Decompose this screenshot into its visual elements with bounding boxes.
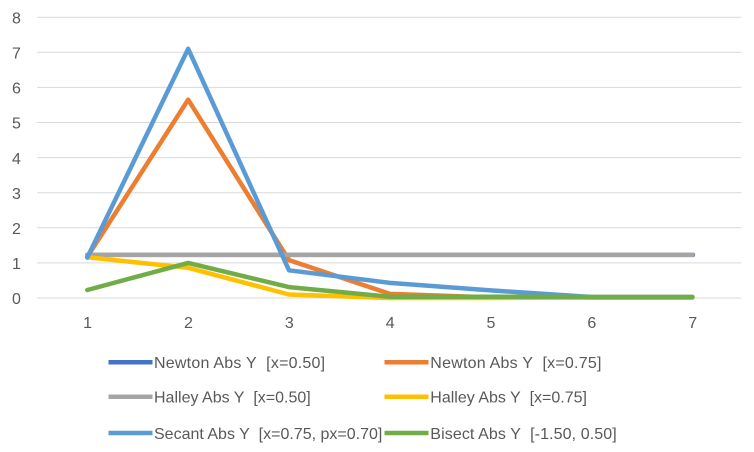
svg-text:Halley Abs Y [x=0.75]: Halley Abs Y [x=0.75] <box>430 390 587 407</box>
svg-text:2: 2 <box>184 315 193 332</box>
svg-text:3: 3 <box>285 315 294 332</box>
svg-text:Newton Abs Y [x=0.50]: Newton Abs Y [x=0.50] <box>154 355 325 372</box>
svg-text:0: 0 <box>12 291 21 308</box>
svg-text:Secant Abs Y [x=0.75, px=0.70: Secant Abs Y [x=0.75, px=0.70] <box>154 426 382 443</box>
svg-text:2: 2 <box>12 221 21 238</box>
svg-text:Bisect Abs Y [-1.50, 0.50]: Bisect Abs Y [-1.50, 0.50] <box>430 426 617 443</box>
svg-text:1: 1 <box>12 256 21 273</box>
svg-text:Halley Abs Y [x=0.50]: Halley Abs Y [x=0.50] <box>154 390 311 407</box>
svg-text:5: 5 <box>12 116 21 133</box>
svg-text:5: 5 <box>487 315 496 332</box>
svg-text:7: 7 <box>688 315 697 332</box>
svg-text:Newton Abs Y [x=0.75]: Newton Abs Y [x=0.75] <box>430 355 601 372</box>
svg-text:3: 3 <box>12 186 21 203</box>
svg-text:4: 4 <box>386 315 395 332</box>
svg-text:6: 6 <box>587 315 596 332</box>
svg-text:7: 7 <box>12 46 21 63</box>
svg-text:8: 8 <box>12 10 21 27</box>
svg-text:4: 4 <box>12 151 21 168</box>
svg-text:1: 1 <box>83 315 92 332</box>
svg-text:6: 6 <box>12 81 21 98</box>
